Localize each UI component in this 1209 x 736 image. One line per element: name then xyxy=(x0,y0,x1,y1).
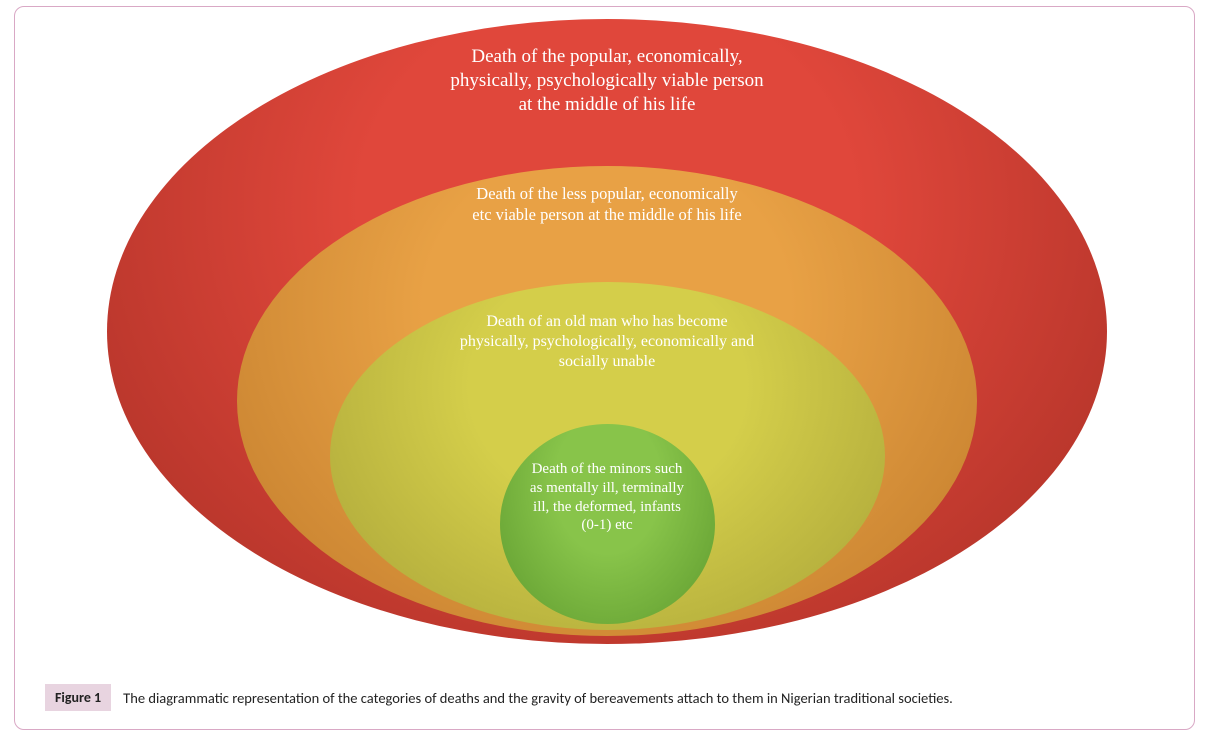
figure-number-badge: Figure 1 xyxy=(45,684,111,711)
ellipse-label-inner: Death of the minors such as mentally ill… xyxy=(527,460,687,535)
figure-caption-text: The diagrammatic representation of the c… xyxy=(123,684,953,709)
ellipse-inner: Death of the minors such as mentally ill… xyxy=(500,424,715,624)
nested-ellipse-diagram: Death of the popular, economically, phys… xyxy=(107,19,1107,644)
figure-frame: Death of the popular, economically, phys… xyxy=(14,6,1195,730)
ellipse-label-outer: Death of the popular, economically, phys… xyxy=(442,45,772,116)
ellipse-label-third: Death of an old man who has become physi… xyxy=(452,312,762,372)
ellipse-label-second: Death of the less popular, economically … xyxy=(467,184,747,225)
caption-row: Figure 1 The diagrammatic representation… xyxy=(45,684,1165,711)
